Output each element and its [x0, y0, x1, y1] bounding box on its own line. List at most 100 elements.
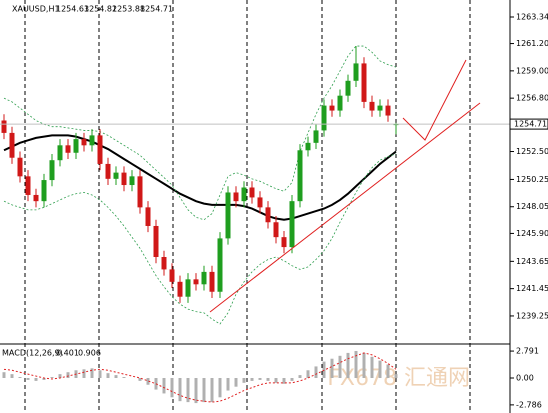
- y-tick-label: 1239.25: [516, 311, 548, 320]
- quote-low: 1253.88: [112, 5, 145, 14]
- candle-body: [97, 135, 103, 164]
- candle-body: [281, 237, 287, 248]
- trend-line: [209, 102, 481, 313]
- y-tick-label: 1245.90: [516, 229, 548, 238]
- macd-bar: [50, 377, 54, 378]
- macd-bar: [178, 377, 182, 402]
- y-tick-label: -2.786: [516, 400, 542, 409]
- bollinger-band: [3, 153, 397, 325]
- candle-body: [369, 101, 375, 111]
- macd-bar: [370, 356, 374, 378]
- candle-body: [121, 172, 127, 186]
- candle-body: [257, 197, 263, 208]
- candle-body: [73, 139, 79, 153]
- candle-body: [321, 105, 327, 131]
- plot-area: [0, 16, 514, 406]
- candle-body: [113, 172, 119, 179]
- candle-body: [289, 201, 295, 248]
- candle-body: [345, 80, 351, 96]
- y-tick-label: 1256.80: [516, 94, 548, 103]
- macd-bar: [194, 377, 198, 404]
- candle-body: [9, 132, 15, 158]
- candle-body: [249, 187, 255, 198]
- macd-bar: [346, 352, 350, 378]
- macd-bar: [386, 364, 390, 378]
- macd-bar: [58, 374, 62, 378]
- macd-value: 0.401: [56, 349, 79, 358]
- candle-body: [89, 135, 95, 146]
- candle-body: [225, 192, 231, 239]
- y-tick-label: 1241.45: [516, 284, 548, 293]
- candle-body: [217, 238, 223, 292]
- macd-bar: [90, 368, 94, 378]
- quote-open: 1254.63: [56, 5, 89, 14]
- projection-line: [402, 59, 467, 141]
- candle-body: [209, 271, 215, 292]
- candle-body: [297, 150, 303, 202]
- macd-bar: [122, 377, 126, 378]
- macd-bar: [226, 377, 230, 391]
- y-tick-label: 1248.05: [516, 202, 548, 211]
- macd-bar: [362, 352, 366, 378]
- macd-bar: [378, 360, 382, 378]
- candle-body: [49, 160, 55, 181]
- candle-body: [273, 222, 279, 238]
- macd-bar: [202, 377, 206, 403]
- candle-body: [1, 120, 7, 133]
- candle-body: [337, 95, 343, 111]
- candle-body: [305, 142, 311, 151]
- candle-body: [25, 176, 31, 195]
- candle-body: [41, 180, 47, 202]
- macd-bar: [242, 377, 246, 383]
- candle-body: [129, 176, 135, 186]
- candle-body: [33, 194, 39, 202]
- candle-body: [145, 207, 151, 226]
- y-tick-label: 2.791: [516, 347, 539, 356]
- macd-bar: [274, 377, 278, 383]
- macd-bar: [186, 377, 190, 403]
- quote-high: 1254.82: [84, 5, 117, 14]
- macd-bar: [2, 372, 6, 378]
- candle-body: [81, 139, 87, 146]
- candle-body: [185, 279, 191, 297]
- macd-bar: [234, 377, 238, 387]
- macd-bar: [146, 377, 150, 385]
- candle-body: [161, 257, 167, 270]
- macd-bar: [306, 370, 310, 378]
- macd-bar: [26, 377, 30, 380]
- candle-body: [105, 163, 111, 179]
- candle-body: [65, 145, 71, 153]
- macd-bar: [98, 370, 102, 378]
- candle-body: [353, 63, 359, 81]
- y-tick-label: 0.00: [516, 373, 534, 382]
- macd-bar: [18, 377, 22, 378]
- candle-body: [177, 281, 183, 297]
- macd-bar: [250, 377, 254, 381]
- watermark: FX678 汇通网: [327, 366, 470, 391]
- signal-value: 0.906: [78, 349, 101, 358]
- candle-body: [241, 187, 247, 202]
- macd-bar: [138, 377, 142, 381]
- macd-bar: [42, 377, 46, 380]
- macd-bar: [82, 369, 86, 378]
- macd-bar: [258, 377, 262, 380]
- macd-bar: [354, 350, 358, 378]
- y-tick-label: 1250.25: [516, 175, 548, 184]
- candle-body: [169, 269, 175, 282]
- signal-line: [3, 352, 397, 403]
- bollinger-band: [3, 45, 397, 221]
- macd-bar: [66, 372, 70, 378]
- candle-body: [313, 130, 319, 143]
- candle-body: [265, 207, 271, 223]
- macd-bar: [290, 377, 294, 381]
- macd-bar: [210, 377, 214, 403]
- candle-body: [377, 105, 383, 111]
- macd-bar: [34, 377, 38, 381]
- price-tag-label: 1254.71: [514, 120, 547, 129]
- price-tag: [509, 118, 548, 130]
- candle-body: [153, 225, 159, 258]
- macd-bar: [298, 375, 302, 378]
- y-tick-label: 1263.34: [516, 13, 548, 22]
- macd-bar: [170, 377, 174, 398]
